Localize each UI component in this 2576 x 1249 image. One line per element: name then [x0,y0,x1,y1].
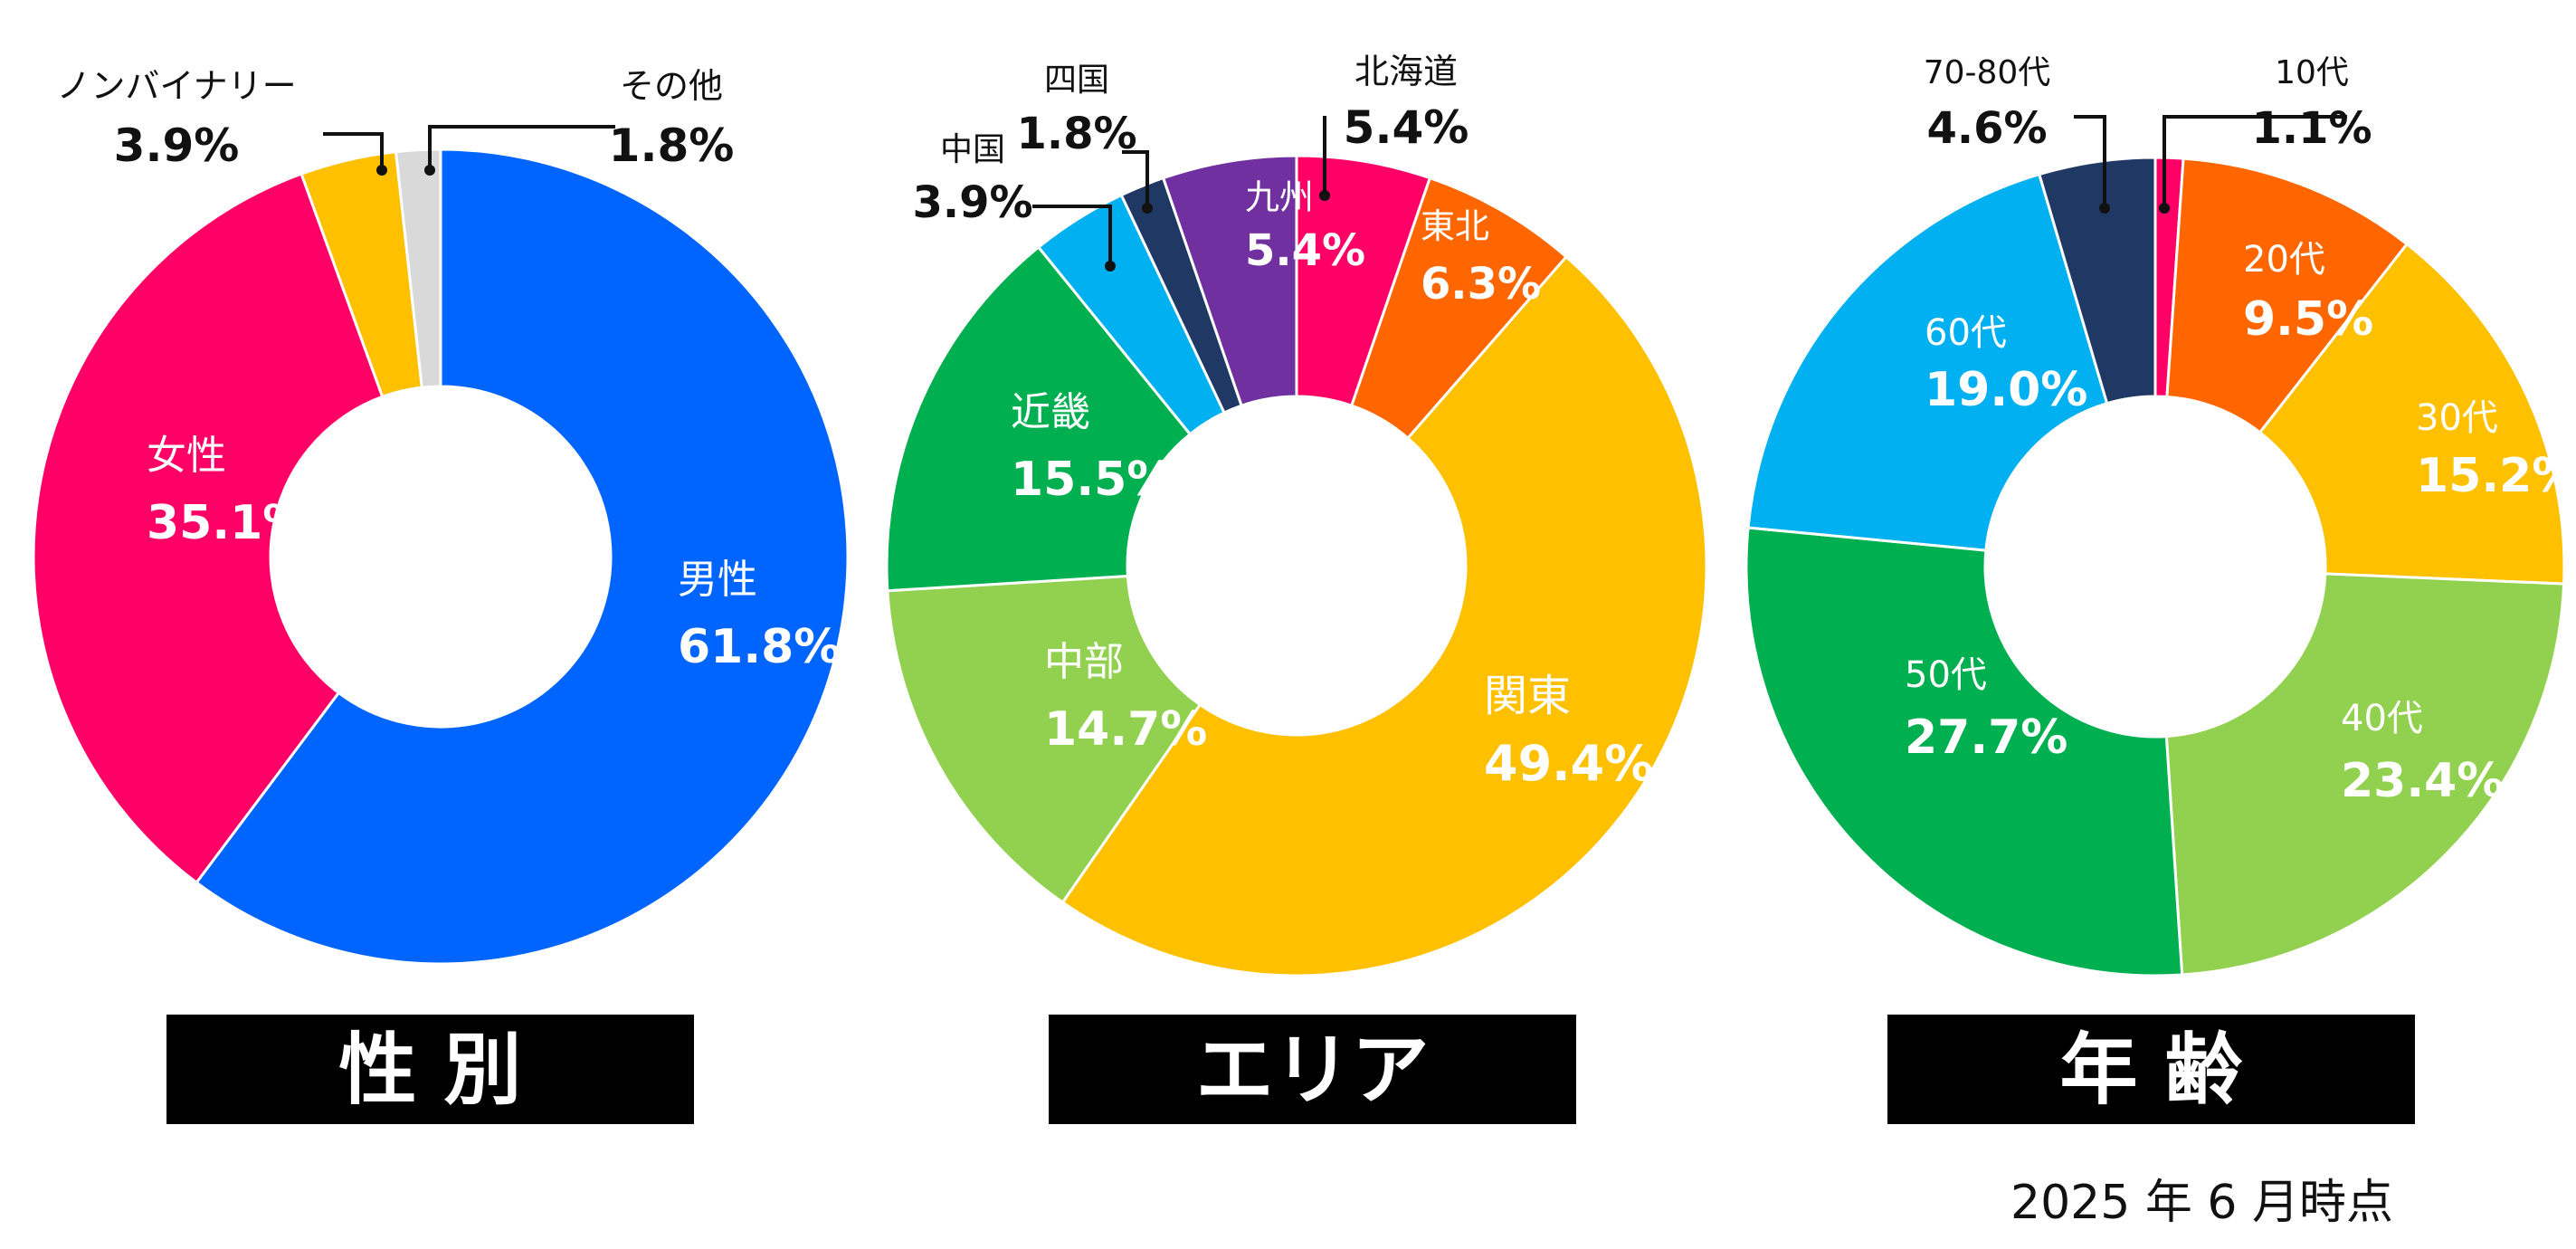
slice-value: 14.7% [1044,702,1207,757]
chart-title: 性 別 [339,1025,522,1116]
slice-label: その他 [620,66,723,106]
slice-value: 19.0% [1925,363,2087,417]
slice-label: 九州 [1245,177,1314,217]
donut-chart-2: 北海道 5.4% 東北 6.3% 関東 49.4% 中部 14.7% 近畿 15.5% 中国 3.9%… [885,52,1708,1124]
slice-value: 15.2% [2416,449,2576,503]
slice-label: 東北 [1421,206,1489,246]
leader-dot [2099,203,2110,214]
leader-dot [376,165,387,176]
title-bar [1887,1015,2415,1124]
leader-line [323,132,384,170]
slice-label: 関東 [1484,671,1571,721]
slice-5 [885,244,1193,593]
leader-dot [1142,203,1153,214]
slice-value: 5.4% [1245,225,1365,276]
slice-value: 4.6% [1926,103,2047,154]
leader-line [1032,205,1112,266]
leader-dot [424,165,435,176]
slice-label: 60代 [1925,312,2007,354]
chart-title: エリア [1196,1025,1430,1116]
slice-label: 20代 [2243,239,2325,281]
slice-3 [2258,242,2566,586]
slice-value: 3.9% [114,119,240,172]
slice-label: 女性 [147,433,226,479]
donut-chart-1: 男性 61.8% 女性 35.1% ノンバイナリー 3.9% その他 1.8% 性 別 [32,66,850,1124]
slice-2 [2165,157,2410,434]
slice-7 [2037,156,2157,405]
slice-8 [1161,154,1298,408]
leader-dot [1105,261,1116,272]
slice-value: 15.5% [1011,453,1174,507]
slice-5 [1744,526,2184,977]
slice-value: 1.1% [2251,103,2372,154]
slice-value: 9.5% [2243,292,2373,347]
slice-label: 10代 [2275,54,2349,91]
slice-value: 61.8% [678,620,841,674]
slice-label: 中部 [1044,639,1124,685]
slice-label: 近畿 [1011,389,1090,435]
slice-value: 6.3% [1421,259,1541,310]
leader-line [2163,115,2347,208]
title-bar [1049,1015,1576,1124]
slice-label: 男性 [678,557,757,603]
chart-title: 年 齢 [2060,1025,2243,1116]
slice-label: 50代 [1905,654,1987,696]
slice-value: 23.4% [2341,754,2504,808]
slice-value: 3.9% [912,177,1032,228]
leader-line [428,125,615,170]
title-bar [166,1015,694,1124]
slice-4 [2164,572,2566,977]
slice-value: 5.4% [1344,101,1469,154]
slice-label: 中国 [940,131,1005,168]
slice-value: 27.7% [1905,710,2067,765]
leader-line [1122,150,1149,208]
leader-line [2074,115,2106,208]
slice-label: 四国 [1044,62,1109,99]
slice-3 [1060,254,1708,977]
slice-4 [886,574,1202,905]
slice-value: 35.1% [147,496,309,550]
slice-label: 70-80代 [1924,54,2051,91]
slice-2 [32,172,385,885]
slice-label: 30代 [2416,397,2498,439]
slice-1 [195,148,850,966]
slice-label: ノンバイナリー [56,66,296,106]
slice-value: 49.4% [1484,735,1653,792]
slice-6 [1746,172,2109,552]
leader-dot [2159,203,2170,214]
leader-dot [1319,190,1330,201]
as-of-date-note: 2025 年 6 月時点 [2010,1176,2393,1230]
slice-value: 1.8% [609,119,735,172]
slice-label: 40代 [2341,698,2423,739]
donut-chart-3: 10代 1.1% 20代 9.5% 30代 15.2% 40代 23.4% 50代 27.7% 60… [1744,54,2576,1124]
slice-4 [394,148,442,389]
slice-value: 1.8% [1016,109,1136,159]
slice-label: 北海道 [1355,52,1458,91]
